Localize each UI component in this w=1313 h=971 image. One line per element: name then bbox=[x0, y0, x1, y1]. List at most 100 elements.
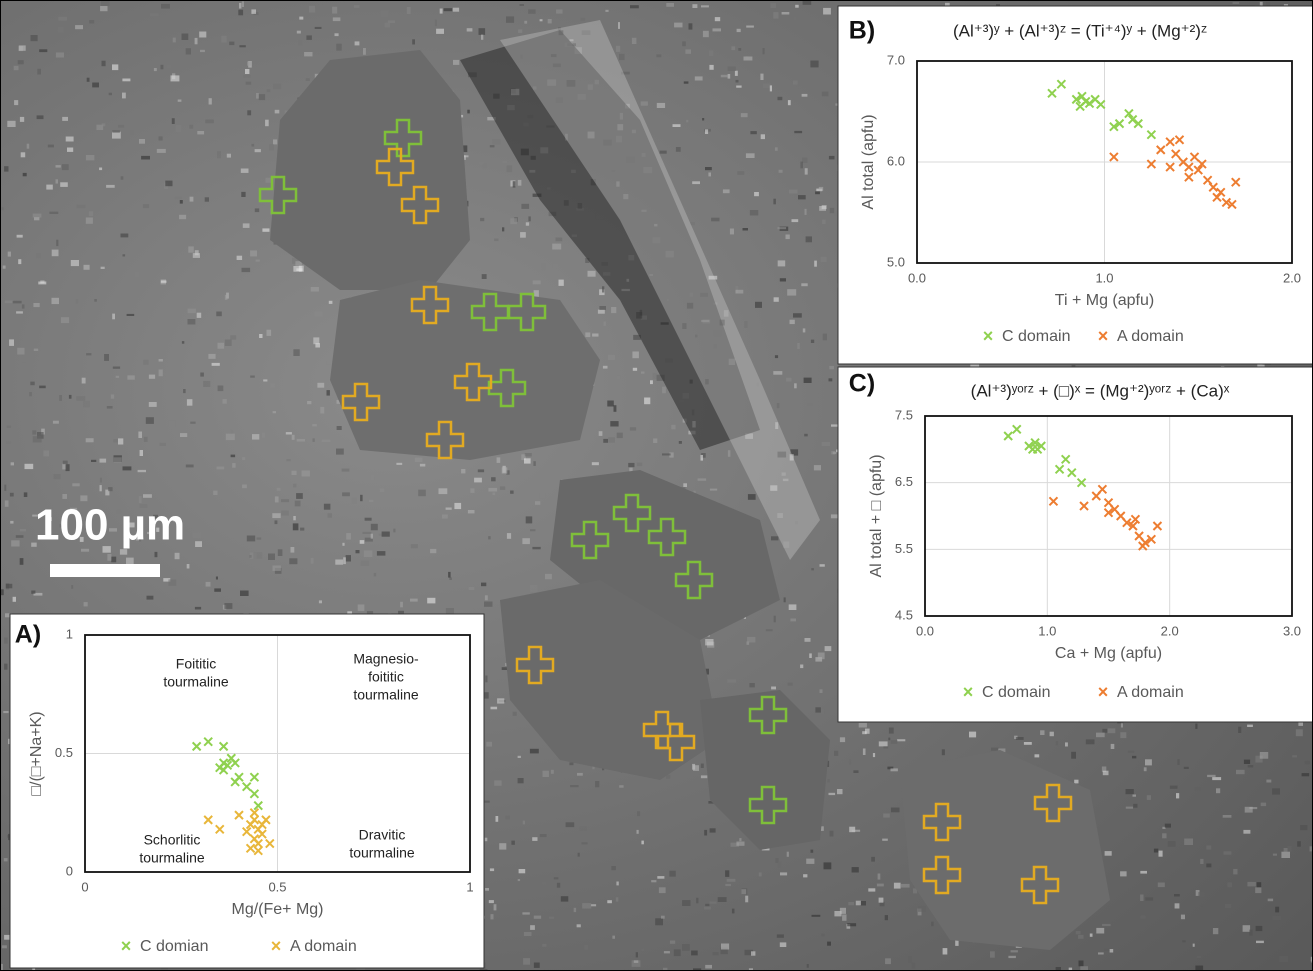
speck bbox=[56, 179, 59, 183]
speck bbox=[554, 877, 559, 879]
speck bbox=[824, 862, 832, 869]
speck bbox=[360, 540, 365, 544]
speck bbox=[732, 909, 735, 914]
speck bbox=[830, 208, 834, 213]
speck bbox=[270, 384, 275, 388]
speck bbox=[217, 151, 221, 158]
y-tick-label: 7.0 bbox=[887, 52, 905, 67]
speck bbox=[991, 748, 999, 751]
speck bbox=[822, 442, 831, 446]
speck bbox=[805, 638, 811, 642]
speck bbox=[786, 235, 790, 240]
speck bbox=[101, 1, 110, 6]
speck bbox=[577, 924, 581, 927]
speck bbox=[671, 425, 675, 429]
speck bbox=[214, 588, 221, 591]
speck bbox=[821, 257, 827, 262]
speck bbox=[157, 149, 166, 153]
speck bbox=[790, 619, 796, 622]
speck bbox=[130, 130, 135, 135]
speck bbox=[863, 749, 866, 756]
speck bbox=[1, 964, 3, 970]
speck bbox=[36, 253, 41, 258]
speck bbox=[534, 290, 539, 297]
speck bbox=[507, 165, 512, 172]
speck bbox=[1024, 742, 1032, 745]
speck bbox=[728, 67, 736, 72]
speck bbox=[269, 144, 274, 150]
speck bbox=[942, 749, 945, 755]
speck bbox=[39, 386, 46, 389]
speck bbox=[71, 260, 79, 266]
speck bbox=[216, 577, 218, 580]
speck bbox=[778, 97, 783, 100]
speck bbox=[126, 558, 134, 564]
speck bbox=[737, 29, 741, 32]
speck bbox=[524, 458, 531, 463]
speck bbox=[1228, 883, 1233, 888]
speck bbox=[889, 728, 894, 734]
speck bbox=[709, 65, 713, 70]
speck bbox=[3, 266, 6, 269]
speck bbox=[1056, 741, 1058, 745]
x-tick-label: 1 bbox=[466, 879, 473, 894]
speck bbox=[182, 341, 184, 344]
speck bbox=[705, 129, 708, 134]
speck bbox=[20, 529, 26, 531]
speck bbox=[651, 880, 656, 882]
speck bbox=[324, 504, 331, 510]
speck bbox=[510, 491, 513, 494]
speck bbox=[773, 12, 778, 18]
speck bbox=[83, 401, 90, 407]
speck bbox=[1132, 756, 1136, 759]
speck bbox=[262, 433, 265, 438]
speck bbox=[183, 389, 186, 393]
speck bbox=[632, 38, 637, 44]
speck bbox=[21, 152, 26, 157]
chart-title: (Al⁺³)ʸᵒʳᶻ + (□)ˣ = (Mg⁺²)ʸᵒʳᶻ + (Ca)ˣ bbox=[971, 381, 1230, 400]
speck bbox=[371, 534, 373, 539]
speck bbox=[787, 289, 796, 295]
speck bbox=[229, 42, 234, 46]
speck bbox=[718, 897, 727, 902]
speck bbox=[32, 430, 36, 434]
speck bbox=[805, 168, 808, 174]
annotation: Magnesio- bbox=[353, 651, 419, 667]
speck bbox=[1305, 761, 1310, 764]
speck bbox=[693, 765, 699, 771]
annotation: tourmaline bbox=[163, 674, 229, 690]
speck bbox=[208, 354, 215, 359]
speck bbox=[518, 778, 524, 783]
speck bbox=[599, 431, 603, 436]
speck bbox=[361, 560, 370, 566]
speck bbox=[474, 478, 482, 483]
speck bbox=[827, 942, 831, 946]
speck bbox=[1256, 926, 1263, 931]
speck bbox=[513, 181, 516, 187]
speck bbox=[494, 780, 501, 785]
speck bbox=[1102, 924, 1111, 926]
speck bbox=[116, 376, 119, 378]
speck bbox=[99, 168, 102, 171]
speck bbox=[1182, 940, 1185, 942]
speck bbox=[653, 439, 657, 444]
speck bbox=[20, 117, 24, 122]
speck bbox=[1248, 765, 1254, 767]
speck bbox=[818, 653, 825, 660]
speck bbox=[578, 853, 580, 857]
speck bbox=[822, 92, 829, 97]
speck bbox=[705, 639, 713, 645]
speck bbox=[868, 888, 875, 891]
speck bbox=[237, 256, 243, 260]
speck bbox=[173, 38, 176, 43]
speck bbox=[497, 457, 501, 463]
speck bbox=[86, 353, 91, 355]
speck bbox=[107, 406, 113, 409]
y-axis-label: Al total (apfu) bbox=[860, 114, 877, 209]
speck bbox=[1216, 788, 1220, 793]
speck bbox=[1144, 767, 1147, 771]
speck bbox=[691, 951, 698, 956]
x-tick-label: 0 bbox=[81, 879, 88, 894]
speck bbox=[1224, 851, 1232, 854]
speck bbox=[1141, 916, 1146, 919]
